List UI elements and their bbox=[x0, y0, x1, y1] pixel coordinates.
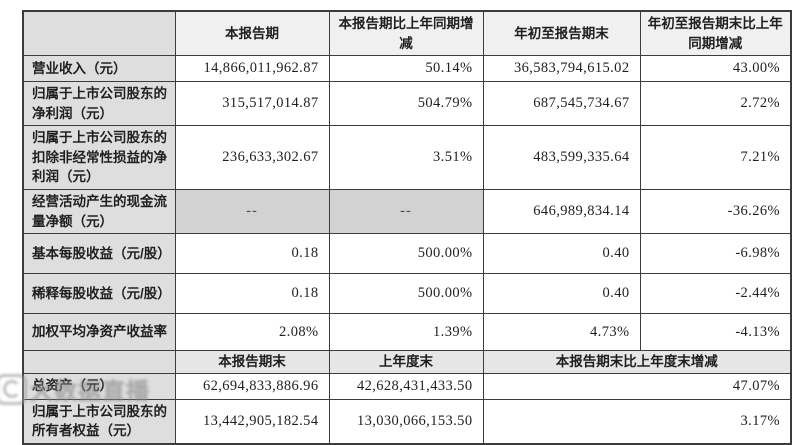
value-cell: 13,030,066,153.50 bbox=[328, 398, 484, 445]
table-row: 加权平均净资产收益率 2.08% 1.39% 4.73% -4.13% bbox=[22, 313, 792, 352]
value-cell: 3.17% bbox=[482, 398, 792, 445]
value-cell: 2.72% bbox=[639, 81, 792, 127]
row-label-cell: 经营活动产生的现金流量净额（元） bbox=[22, 188, 176, 235]
value-cell: 0.40 bbox=[482, 233, 641, 275]
value-cell: -36.26% bbox=[639, 188, 792, 235]
table-row: 营业收入（元） 14,866,011,962.87 50.14% 36,583,794… bbox=[22, 55, 792, 83]
value-cell: 687,545,734.67 bbox=[482, 81, 641, 127]
row-label-cell: 归属于上市公司股东的净利润（元） bbox=[22, 81, 176, 127]
value-cell: 43.00% bbox=[639, 55, 792, 83]
value-cell: 2.08% bbox=[174, 313, 330, 352]
value-cell: -2.44% bbox=[639, 273, 792, 315]
value-cell: 500.00% bbox=[328, 233, 484, 275]
value-cell: -6.98% bbox=[639, 233, 792, 275]
value-cell: 3.51% bbox=[328, 125, 484, 190]
table-row: 稀释每股收益（元/股） 0.18 500.00% 0.40 -2.44% bbox=[22, 273, 792, 315]
band-column-header: 本报告期末比上年度末增减 bbox=[482, 350, 792, 374]
financial-summary-table-wrap: 本报告期 本报告期比上年同期增减 年初至报告期末 年初至报告期末比上年同期增减 营业收入… bbox=[22, 10, 792, 445]
column-header: 年初至报告期末比上年同期增减 bbox=[639, 10, 792, 57]
financial-summary-table: 本报告期 本报告期比上年同期增减 年初至报告期末 年初至报告期末比上年同期增减 营业收入… bbox=[22, 10, 792, 445]
value-cell: 315,517,014.87 bbox=[174, 81, 330, 127]
band-header-row: 本报告期末 上年度末 本报告期末比上年度末增减 bbox=[22, 350, 792, 374]
value-cell: 42,628,431,433.50 bbox=[328, 372, 484, 400]
row-label-cell: 归属于上市公司股东的所有者权益（元） bbox=[22, 398, 176, 445]
row-label-cell: 总资产（元） bbox=[22, 372, 176, 400]
value-cell: -- bbox=[328, 188, 484, 235]
column-header: 本报告期比上年同期增减 bbox=[328, 10, 484, 57]
row-label-cell: 营业收入（元） bbox=[22, 55, 176, 83]
row-label-cell: 归属于上市公司股东的扣除非经常性损益的净利润（元） bbox=[22, 125, 176, 190]
value-cell: -- bbox=[174, 188, 330, 235]
table-row: 经营活动产生的现金流量净额（元） -- -- 646,989,834.14 -36.26… bbox=[22, 188, 792, 235]
value-cell: 36,583,794,615.02 bbox=[482, 55, 641, 83]
table-row: 总资产（元） 62,694,833,886.96 42,628,431,433.50… bbox=[22, 372, 792, 400]
value-cell: 0.40 bbox=[482, 273, 641, 315]
value-cell: 646,989,834.14 bbox=[482, 188, 641, 235]
band-column-header: 上年度末 bbox=[328, 350, 484, 374]
column-header: 本报告期 bbox=[174, 10, 330, 57]
value-cell: 504.79% bbox=[328, 81, 484, 127]
table-row: 归属于上市公司股东的所有者权益（元） 13,442,905,182.54 13,03… bbox=[22, 398, 792, 445]
value-cell: 47.07% bbox=[482, 372, 792, 400]
row-label-cell: 加权平均净资产收益率 bbox=[22, 313, 176, 352]
band-corner-cell bbox=[22, 350, 176, 374]
table-row: 归属于上市公司股东的净利润（元） 315,517,014.87 504.79% 687… bbox=[22, 81, 792, 127]
value-cell: 483,599,335.64 bbox=[482, 125, 641, 190]
header-row: 本报告期 本报告期比上年同期增减 年初至报告期末 年初至报告期末比上年同期增减 bbox=[22, 10, 792, 57]
value-cell: 500.00% bbox=[328, 273, 484, 315]
row-label-cell: 基本每股收益（元/股） bbox=[22, 233, 176, 275]
table-row: 基本每股收益（元/股） 0.18 500.00% 0.40 -6.98% bbox=[22, 233, 792, 275]
value-cell: 236,633,302.67 bbox=[174, 125, 330, 190]
value-cell: 1.39% bbox=[328, 313, 484, 352]
value-cell: 13,442,905,182.54 bbox=[174, 398, 330, 445]
band-column-header: 本报告期末 bbox=[174, 350, 330, 374]
value-cell: 62,694,833,886.96 bbox=[174, 372, 330, 400]
column-header: 年初至报告期末 bbox=[482, 10, 641, 57]
value-cell: -4.13% bbox=[639, 313, 792, 352]
value-cell: 4.73% bbox=[482, 313, 641, 352]
value-cell: 14,866,011,962.87 bbox=[174, 55, 330, 83]
value-cell: 7.21% bbox=[639, 125, 792, 190]
row-label-cell: 稀释每股收益（元/股） bbox=[22, 273, 176, 315]
table-row: 归属于上市公司股东的扣除非经常性损益的净利润（元） 236,633,302.67 3… bbox=[22, 125, 792, 190]
value-cell: 0.18 bbox=[174, 233, 330, 275]
column-header bbox=[22, 10, 176, 57]
value-cell: 0.18 bbox=[174, 273, 330, 315]
value-cell: 50.14% bbox=[328, 55, 484, 83]
